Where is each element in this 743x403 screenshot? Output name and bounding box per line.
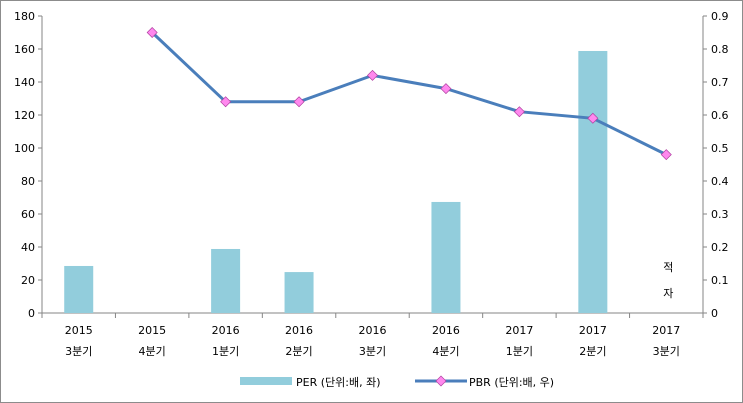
- left-tick-label: 60: [21, 208, 35, 221]
- right-tick-label: 0.3: [711, 208, 729, 221]
- pbr-marker: [660, 149, 672, 161]
- legend-per-swatch: [240, 377, 292, 385]
- x-tick-label-year: 2016: [212, 324, 240, 337]
- deficit-annotation: 자: [663, 287, 673, 300]
- x-tick-label-year: 2016: [359, 324, 387, 337]
- x-tick-label-year: 2015: [138, 324, 166, 337]
- x-tick-label-quarter: 3분기: [653, 345, 680, 358]
- left-tick-label: 0: [28, 307, 35, 320]
- x-tick-label-year: 2017: [652, 324, 680, 337]
- right-tick-label: 0.5: [711, 142, 729, 155]
- x-tick-label-year: 2016: [285, 324, 313, 337]
- pbr-marker: [293, 96, 305, 108]
- pbr-marker: [146, 27, 158, 38]
- per-bar: [64, 265, 94, 313]
- right-tick-label: 0.4: [711, 175, 729, 188]
- per-bar: [284, 272, 314, 313]
- left-tick-label: 180: [14, 10, 35, 23]
- left-tick-label: 160: [14, 43, 35, 56]
- left-tick-label: 100: [14, 142, 35, 155]
- per-bar: [431, 201, 461, 313]
- x-tick-label-year: 2016: [432, 324, 460, 337]
- x-tick-label-year: 2015: [65, 324, 93, 337]
- legend-pbr-marker: [435, 375, 447, 387]
- pbr-marker: [440, 83, 452, 95]
- right-tick-label: 0.2: [711, 241, 729, 254]
- pbr-marker: [220, 96, 232, 108]
- x-tick-label-quarter: 1분기: [212, 345, 239, 358]
- left-tick-label: 120: [14, 109, 35, 122]
- left-tick-label: 40: [21, 241, 35, 254]
- per-bar: [578, 50, 608, 313]
- pbr-marker: [513, 106, 525, 118]
- x-tick-label-quarter: 2분기: [579, 345, 606, 358]
- right-tick-label: 0.6: [711, 109, 729, 122]
- pbr-marker: [367, 69, 378, 81]
- right-tick-label: 0: [711, 307, 718, 320]
- left-tick-label: 20: [21, 274, 35, 287]
- right-tick-label: 0.1: [711, 274, 729, 287]
- left-tick-label: 80: [21, 175, 35, 188]
- left-tick-label: 140: [14, 76, 35, 89]
- x-tick-label-quarter: 4분기: [139, 345, 166, 358]
- right-tick-label: 0.8: [711, 43, 729, 56]
- x-tick-label-quarter: 1분기: [506, 345, 533, 358]
- x-tick-label-quarter: 3분기: [65, 345, 92, 358]
- pbr-line: [151, 31, 667, 156]
- x-tick-label-year: 2017: [579, 324, 607, 337]
- x-tick-label-quarter: 4분기: [432, 345, 459, 358]
- right-tick-label: 0.9: [711, 10, 729, 23]
- pbr-marker: [587, 112, 599, 124]
- right-tick-label: 0.7: [711, 76, 729, 89]
- x-tick-label-quarter: 2분기: [285, 345, 312, 358]
- x-tick-label-year: 2017: [505, 324, 533, 337]
- legend-per-label: PER (단위:배, 좌): [296, 376, 381, 389]
- per-bar: [211, 248, 241, 313]
- x-tick-label-quarter: 3분기: [359, 345, 386, 358]
- deficit-annotation: 적: [663, 261, 673, 274]
- legend-pbr-label: PBR (단위:배, 우): [469, 376, 554, 389]
